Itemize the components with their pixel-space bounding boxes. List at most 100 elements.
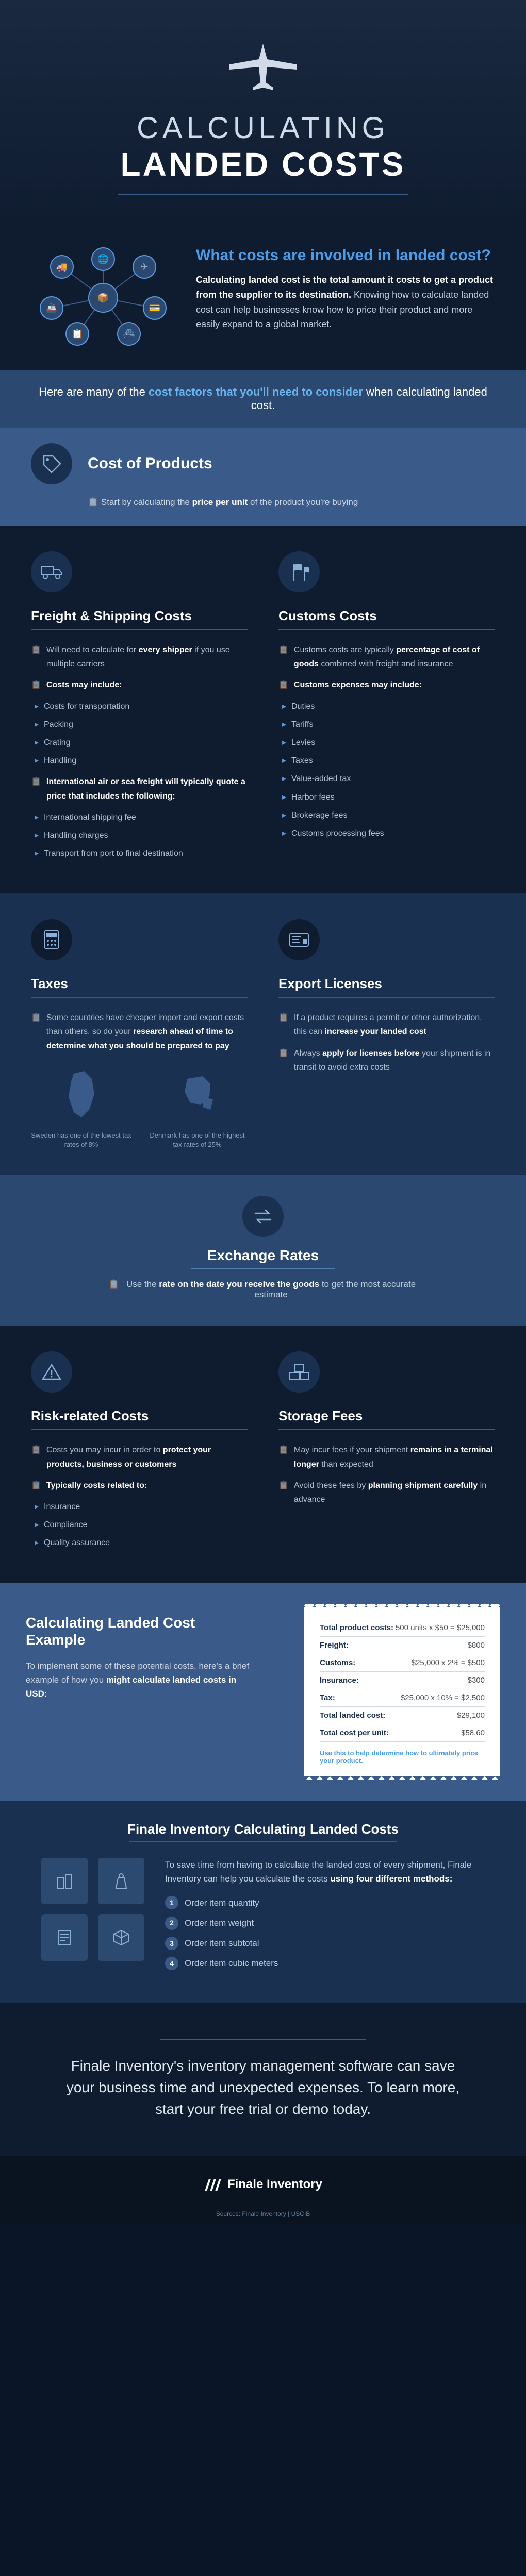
list-item: Value-added tax [291,772,495,786]
list-item: Transport from port to final destination [44,846,248,860]
taxes-title: Taxes [31,976,248,992]
list-item: Handling charges [44,828,248,842]
list-item: Packing [44,718,248,732]
taxes-body: 📋Some countries have cheaper import and … [31,1011,248,1149]
svg-text:💳: 💳 [149,303,160,313]
receipt-line: Customs:$25,000 x 2% = $500 [320,1654,485,1672]
export-body: 📋If a product requires a permit or other… [278,1011,495,1074]
finale-method-item: 3Order item subtotal [165,1936,485,1950]
list-item: Taxes [291,754,495,768]
cubic-icon [98,1914,144,1961]
calculator-icon [31,919,72,960]
svg-text:📦: 📦 [97,292,109,303]
taxes-col: Taxes 📋Some countries have cheaper impor… [31,919,248,1149]
finale-methods-list: 1Order item quantity 2Order item weight 3O… [165,1896,485,1971]
weight-icon [98,1858,144,1904]
receipt-line: Tax:$25,000 x 10% = $2,500 [320,1689,485,1707]
hero-title-line2: LANDED COSTS [21,145,505,183]
list-item: Compliance [44,1518,248,1532]
exchange-section: Exchange Rates 📋Use the rate on the date… [0,1175,526,1326]
hero-section: CALCULATING LANDED COSTS [0,0,526,226]
taxes-export-row: Taxes 📋Some countries have cheaper impor… [0,893,526,1175]
freight-list2: International shipping fee Handling charg… [31,810,248,861]
example-text: Calculating Landed Cost Example To imple… [0,1583,278,1801]
risk-body: 📋Costs you may incur in order to protect… [31,1443,248,1550]
list-item: Duties [291,700,495,714]
list-item: Insurance [44,1500,248,1514]
customs-list: DutiesTariffsLeviesTaxesValue-added taxH… [278,700,495,841]
list-item: Costs for transportation [44,700,248,714]
cta-text: Finale Inventory's inventory management … [62,2055,464,2120]
finale-method-item: 4Order item cubic meters [165,1956,485,1970]
receipt-line: Insurance:$300 [320,1672,485,1689]
list-item: Tariffs [291,718,495,732]
receipt-line: Freight:$800 [320,1637,485,1654]
finale-text: To save time from having to calculate th… [165,1858,485,1977]
freight-body: 📋Will need to calculate for every shippe… [31,643,248,860]
airplane-icon [21,41,505,95]
risk-col: Risk-related Costs 📋Costs you may incur … [31,1351,248,1557]
storage-title: Storage Fees [278,1408,495,1424]
customs-col: Customs Costs 📋Customs costs are typical… [278,551,495,868]
finale-section: Finale Inventory Calculating Landed Cost… [0,1801,526,2003]
subtotal-icon [41,1914,88,1961]
intro-section: 📦 🚚 ✈ 🚢 💳 📋 ⛴ 🌐 What costs are involved in la… [0,226,526,370]
svg-text:📋: 📋 [72,328,83,339]
storage-col: Storage Fees 📋May incur fees if your shi… [278,1351,495,1557]
list-item: Harbor fees [291,790,495,804]
footer: Finale Inventory [0,2156,526,2202]
cost-factors-banner: Here are many of the cost factors that y… [0,370,526,428]
risk-storage-row: Risk-related Costs 📋Costs you may incur … [0,1326,526,1583]
cost-of-products-subtext: 📋 Start by calculating the price per uni… [0,484,526,526]
cta-section: Finale Inventory's inventory management … [0,2003,526,2156]
intro-diagram-icon: 📦 🚚 ✈ 🚢 💳 📋 ⛴ 🌐 [31,246,175,349]
exchange-title: Exchange Rates [0,1247,526,1264]
freight-col: Freight & Shipping Costs 📋Will need to c… [31,551,248,868]
risk-list: Insurance Compliance Quality assurance [31,1500,248,1550]
customs-body: 📋Customs costs are typically percentage … [278,643,495,840]
boxes-icon [278,1351,320,1393]
intro-text: What costs are involved in landed cost? … [196,246,495,349]
finale-title: Finale Inventory Calculating Landed Cost… [0,1821,526,1837]
risk-title: Risk-related Costs [31,1408,248,1424]
export-col: Export Licenses 📋If a product requires a… [278,919,495,1149]
exchange-icon [242,1196,284,1237]
intro-body: Calculating landed cost is the total amo… [196,273,495,332]
receipt-line: Total cost per unit:$58.60 [320,1724,485,1742]
hero-title-line1: CALCULATING [21,111,505,145]
svg-text:✈: ✈ [140,262,148,272]
receipt-line: Total landed cost:$29,100 [320,1707,485,1724]
customs-title: Customs Costs [278,608,495,624]
list-item: Brokerage fees [291,808,495,822]
list-item: International shipping fee [44,810,248,824]
receipt-note: Use this to help determine how to ultima… [320,1742,485,1765]
flags-icon [278,551,320,592]
list-item: Crating [44,736,248,750]
intro-heading: What costs are involved in landed cost? [196,246,495,265]
license-icon [278,919,320,960]
svg-text:⛴: ⛴ [123,329,135,339]
exchange-body: 📋Use the rate on the date you receive th… [108,1279,418,1300]
freight-customs-row: Freight & Shipping Costs 📋Will need to c… [0,526,526,893]
finale-method-item: 2Order item weight [165,1916,485,1930]
finale-method-item: 1Order item quantity [165,1896,485,1910]
freight-title: Freight & Shipping Costs [31,608,248,624]
hero-divider [118,194,408,195]
export-title: Export Licenses [278,976,495,992]
svg-text:🚚: 🚚 [56,262,68,272]
freight-list1: Costs for transportationPackingCratingHa… [31,700,248,768]
cost-of-products-header: Cost of Products [0,428,526,484]
warning-icon [31,1351,72,1393]
denmark-country: Denmark has one of the highest tax rates… [147,1069,248,1150]
quantity-icon [41,1858,88,1904]
cost-of-products-title: Cost of Products [88,455,212,472]
list-item: Customs processing fees [291,826,495,840]
storage-body: 📋May incur fees if your shipment remains… [278,1443,495,1506]
list-item: Quality assurance [44,1536,248,1550]
svg-text:🌐: 🌐 [97,253,109,264]
svg-text:🚢: 🚢 [46,303,57,313]
example-title: Calculating Landed Cost Example [26,1614,253,1649]
footer-logo: Finale Inventory [0,2177,526,2192]
example-section: Calculating Landed Cost Example To imple… [0,1583,526,1801]
sweden-country: Sweden has one of the lowest tax rates o… [31,1069,132,1150]
